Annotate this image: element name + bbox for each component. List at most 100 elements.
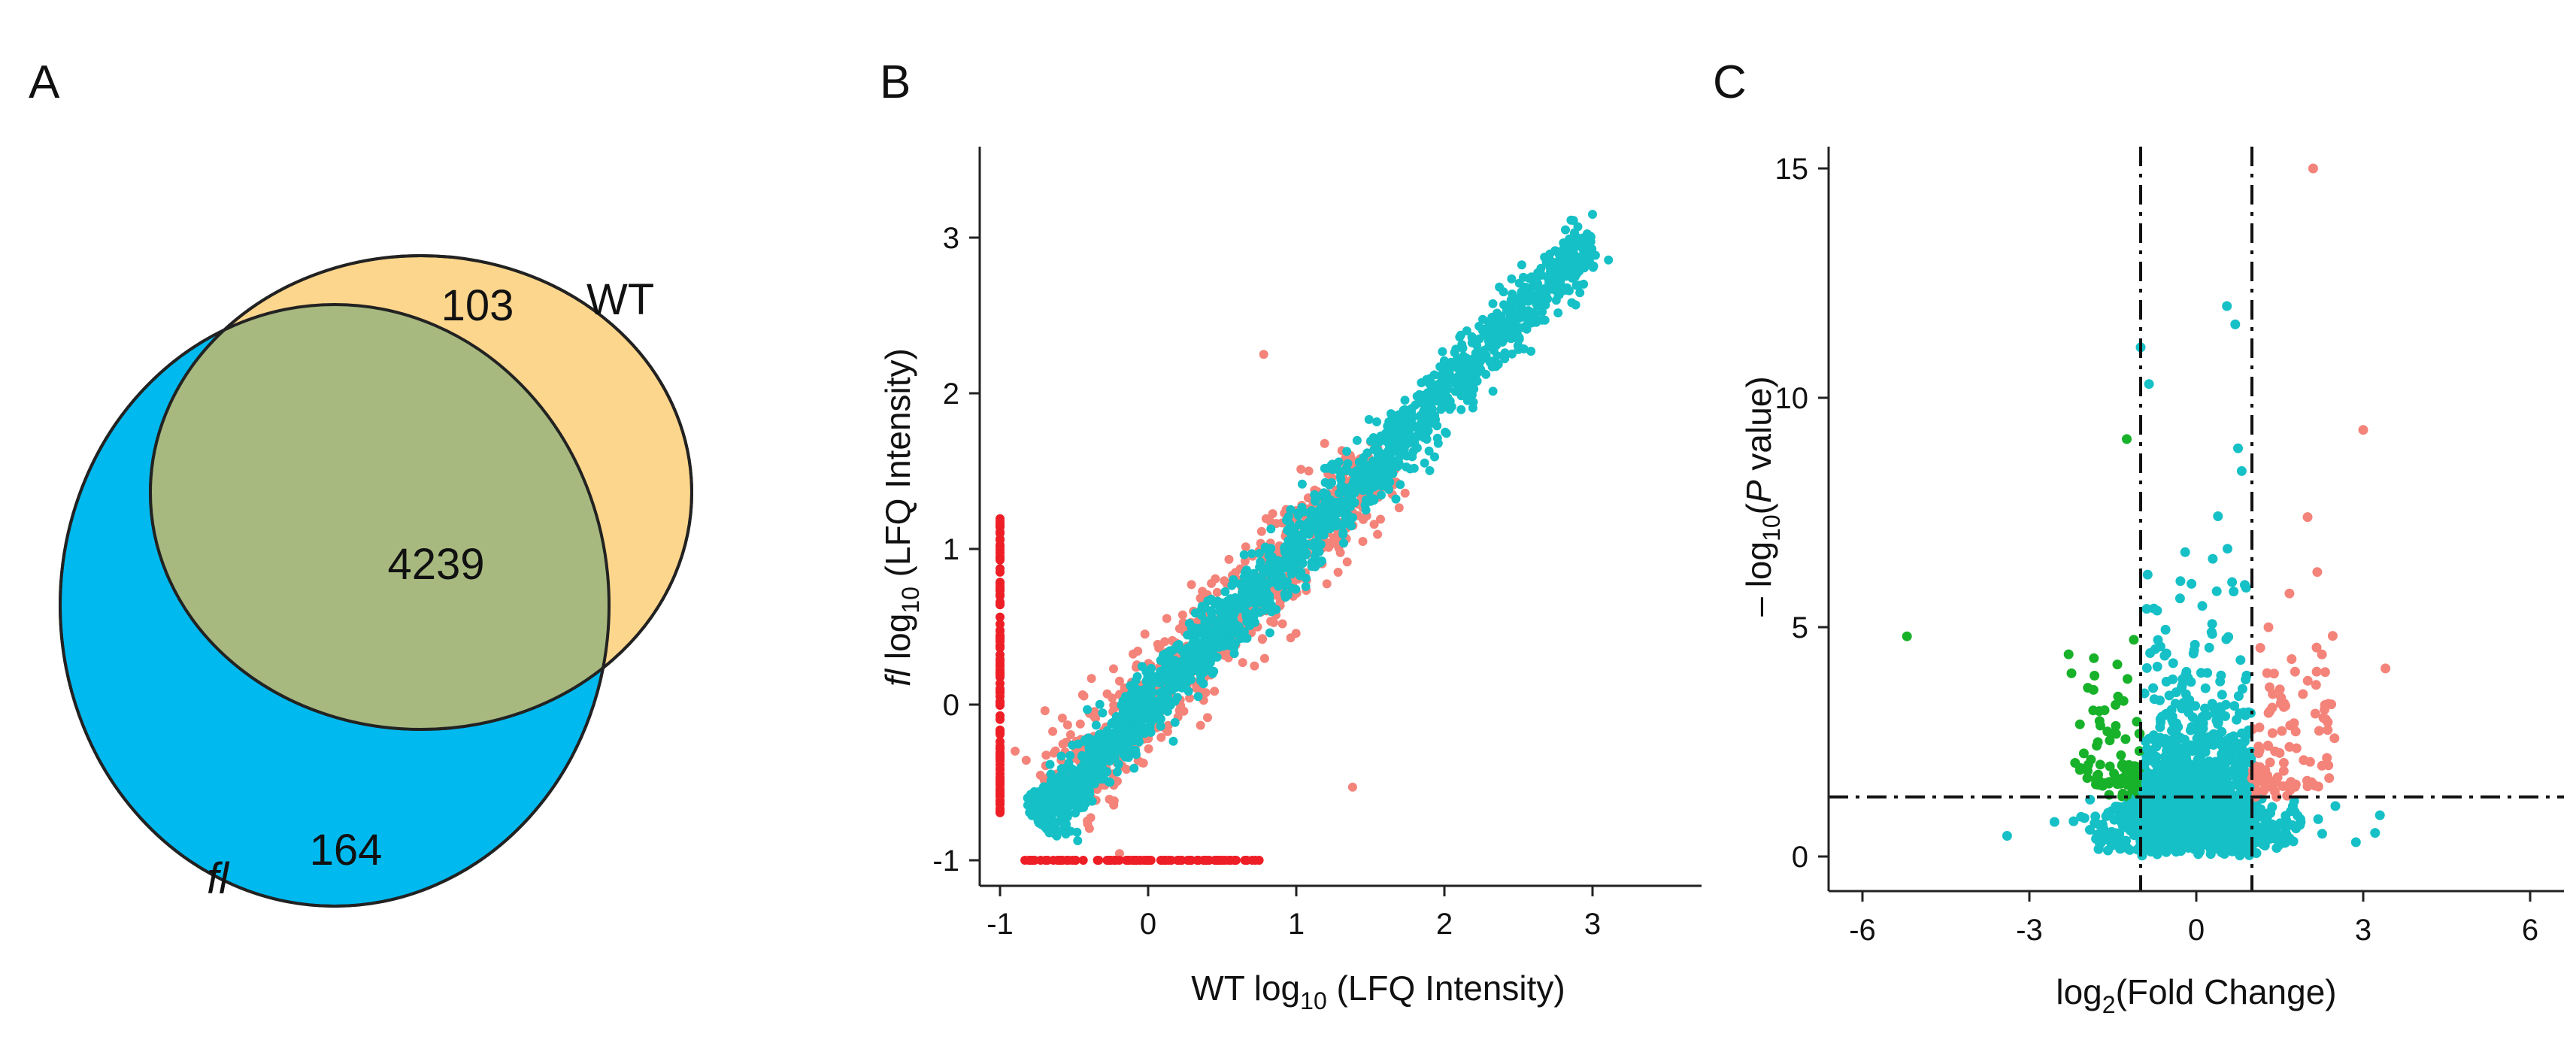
volcano-highlight-point (2358, 425, 2368, 435)
volcano-point (2223, 832, 2234, 843)
scatter-b-point (1077, 690, 1087, 699)
volcano-point (2186, 677, 2196, 687)
scatter-b-point (1119, 750, 1129, 759)
volcano-point (2281, 701, 2290, 711)
scatter-b-point (1330, 533, 1340, 543)
volcano-point (2227, 846, 2238, 857)
scatter-b-point (1211, 629, 1220, 638)
volcano-point (2211, 586, 2222, 596)
scatter-b-point (1140, 629, 1150, 639)
volcano-point (2329, 733, 2340, 744)
scatter-b-point (1112, 767, 1122, 777)
volcano-point (2184, 695, 2195, 705)
scatter-b-point (1500, 354, 1510, 364)
scatter-b-point (1327, 478, 1337, 487)
scatter-b-point (1185, 667, 1195, 677)
scatter-b-point (1560, 286, 1570, 295)
scatter-b-point (1068, 740, 1077, 750)
volcano-point (2217, 749, 2227, 759)
volcano-point (2313, 814, 2323, 824)
scatter-b-point (1385, 468, 1395, 478)
scatter-b-point (1083, 705, 1093, 714)
scatter-b-point (1409, 463, 1419, 473)
scatter-b-point (1239, 586, 1249, 596)
volcano-point (2190, 743, 2201, 753)
volcano-point (2179, 735, 2190, 744)
volcano-point (2200, 743, 2211, 753)
scatter-b-point (1137, 662, 1147, 672)
volcano-point (2166, 786, 2176, 796)
scatter-b-point (1277, 619, 1287, 629)
scatter-b-point (1170, 717, 1180, 727)
scatter-b-point (1261, 514, 1271, 523)
scatter-b-x-tick-label: 0 (1140, 908, 1156, 941)
scatter-b-point (1174, 624, 1184, 633)
volcano-point (2323, 725, 2333, 735)
volcano-point (2177, 681, 2187, 691)
scatter-b-point (1526, 347, 1536, 356)
scatter-b-point (1193, 692, 1203, 702)
scatter-b-point (1207, 644, 1217, 653)
panel-letter-b: B (880, 56, 911, 108)
volcano-point (2211, 808, 2222, 819)
scatter-b-point (1239, 627, 1249, 637)
scatter-b-point (1056, 751, 1066, 761)
scatter-b-point (1517, 290, 1526, 299)
volcano-point (2111, 699, 2121, 710)
volcano-point (2180, 547, 2190, 557)
volcano-point (2313, 781, 2323, 792)
scatter-b-point (1316, 505, 1326, 514)
scatter-b-point (1265, 628, 1274, 638)
scatter-b-point (1114, 849, 1124, 859)
scatter-b-point (1102, 856, 1112, 865)
volcano-point (2211, 769, 2222, 779)
volcano-point (2184, 763, 2194, 773)
volcano-x-tick-label: 3 (2355, 914, 2371, 947)
scatter-b-point (1131, 745, 1141, 755)
volcano-point (2247, 819, 2257, 829)
scatter-b-point (1311, 522, 1321, 532)
scatter-b-point (1297, 479, 1307, 489)
scatter-b-point (1108, 738, 1117, 747)
scatter-b-point (996, 699, 1005, 708)
scatter-b-point (1086, 756, 1096, 766)
scatter-b-point (1249, 568, 1259, 578)
scatter-b-point (1283, 511, 1293, 521)
scatter-b-point (1508, 290, 1517, 299)
volcano-point (2125, 844, 2135, 855)
scatter-b-point (1304, 466, 1314, 476)
volcano-point (2183, 702, 2193, 713)
volcano-point (2141, 662, 2152, 673)
scatter-b-point (1327, 459, 1337, 469)
volcano-point (2193, 826, 2203, 836)
scatter-b-y-label: fl log10 (LFQ Intensity) (878, 348, 924, 687)
scatter-b-point (1091, 714, 1100, 723)
volcano-point (2193, 766, 2204, 777)
volcano-point (2104, 777, 2114, 787)
volcano-point (2284, 588, 2295, 599)
scatter-b-point (996, 763, 1005, 773)
volcano-point (2223, 632, 2234, 642)
scatter-b-point (1043, 808, 1053, 818)
volcano-point (2175, 799, 2186, 809)
volcano-point (2091, 779, 2101, 790)
scatter-b-point (1153, 639, 1162, 649)
scatter-b-point (1113, 776, 1122, 786)
venn-fl-unique-count: 164 (310, 826, 383, 875)
volcano-point (2175, 576, 2186, 587)
volcano-point (2267, 702, 2277, 713)
scatter-b-point (1506, 334, 1516, 344)
volcano-highlight-point (2222, 301, 2232, 311)
scatter-b-point (1203, 713, 1212, 723)
volcano-point (2129, 781, 2139, 792)
scatter-b-point (1156, 656, 1165, 665)
scatter-b-point (1109, 664, 1118, 674)
scatter-b-point (996, 534, 1005, 544)
scatter-b-point (1383, 421, 1393, 431)
volcano-point (2095, 759, 2105, 770)
volcano-point (2182, 747, 2193, 757)
scatter-b-point (1369, 520, 1379, 529)
scatter-b-point (1132, 672, 1142, 681)
scatter-b-point (1493, 351, 1502, 361)
scatter-b-point (1348, 513, 1357, 523)
